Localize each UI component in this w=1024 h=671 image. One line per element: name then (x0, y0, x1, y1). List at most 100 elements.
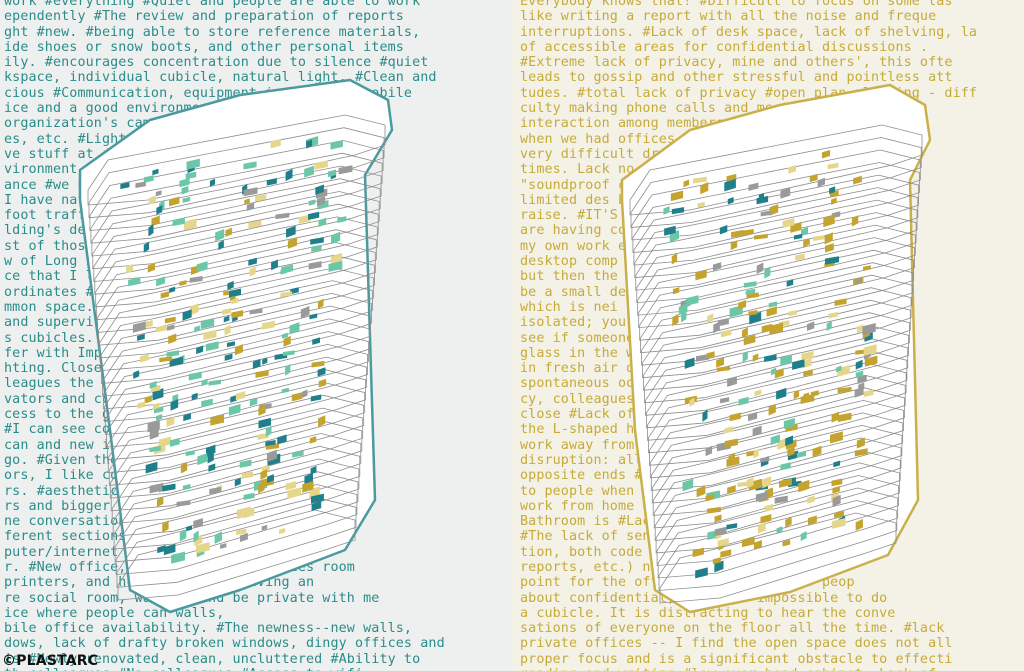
workstation-mark (231, 310, 244, 319)
workstation-mark (856, 437, 865, 449)
workstation-mark (714, 560, 724, 573)
workstation-mark (149, 381, 157, 389)
workstation-mark (215, 228, 225, 242)
workstation-mark (164, 316, 176, 324)
workstation-mark (137, 333, 145, 341)
workstation-mark (788, 165, 797, 174)
workstation-mark (207, 452, 214, 464)
workstation-mark (236, 528, 247, 536)
workstation-mark (255, 194, 267, 202)
workstation-mark (181, 185, 189, 195)
workstation-mark (748, 310, 758, 316)
workstation-mark (317, 298, 324, 309)
workstation-mark (126, 263, 134, 274)
workstation-mark (252, 358, 261, 370)
workstation-mark (693, 176, 707, 184)
workstation-mark (714, 514, 722, 523)
workstation-mark (203, 329, 217, 341)
workstation-mark (664, 225, 676, 236)
workstation-mark (271, 259, 278, 271)
workstation-mark (754, 389, 762, 397)
workstation-mark (229, 288, 242, 298)
workstation-mark (696, 485, 706, 498)
workstation-mark (314, 160, 328, 170)
workstation-mark (855, 277, 863, 284)
workstation-mark (862, 323, 876, 336)
workstation-mark (133, 370, 140, 379)
floor-plate-outline (642, 287, 912, 379)
workstation-mark (724, 178, 736, 192)
workstation-mark (304, 165, 314, 178)
right-line: like writing a report with all the noise… (520, 9, 937, 25)
workstation-mark (864, 355, 878, 367)
workstation-mark (683, 179, 690, 188)
floor-plate-outline (91, 165, 382, 257)
workstation-mark (743, 334, 756, 346)
workstation-mark (169, 196, 180, 207)
workstation-mark (752, 353, 759, 362)
workstation-mark (208, 463, 216, 472)
right-line: a cubicle. It is distracting to hear the… (520, 605, 896, 621)
left-line: is #Newly renovated, clean, uncluttered … (4, 651, 421, 667)
workstation-mark (802, 358, 812, 369)
left-line: th colleagues #No colleagues #Access to … (4, 667, 512, 671)
workstation-mark (156, 276, 166, 287)
workstation-mark (779, 478, 792, 488)
workstation-mark (851, 215, 859, 227)
workstation-mark (863, 344, 877, 356)
workstation-mark (266, 449, 277, 463)
workstation-mark (857, 374, 867, 384)
workstation-mark (300, 305, 310, 319)
workstation-mark (785, 516, 792, 528)
left-building-diagram (78, 78, 394, 614)
workstation-mark (306, 139, 313, 149)
workstation-mark (686, 358, 694, 365)
workstation-mark (283, 350, 295, 357)
workstation-mark (172, 217, 185, 227)
workstation-mark (249, 266, 256, 277)
workstation-mark (225, 227, 232, 238)
floor-plate-outline (87, 114, 386, 206)
right-line: reading and writing #low over-head cabin… (520, 667, 1024, 671)
workstation-mark (135, 181, 146, 188)
workstation-mark (729, 412, 741, 422)
workstation-mark (770, 434, 780, 446)
workstation-mark (223, 315, 230, 323)
workstation-mark (689, 397, 695, 407)
workstation-mark (243, 507, 255, 519)
floor-plate-outline (629, 124, 923, 216)
workstation-mark (205, 444, 216, 457)
workstation-mark (705, 445, 713, 457)
workstation-mark (285, 363, 291, 376)
workstation-mark (774, 368, 784, 379)
left-line: re social room, walk in and be private w… (4, 590, 380, 606)
workstation-mark (760, 456, 770, 463)
floor-plate-outline (643, 299, 911, 391)
workstation-mark (201, 378, 208, 387)
right-building-diagram (620, 83, 932, 614)
workstation-mark (289, 322, 300, 335)
workstation-mark (758, 193, 765, 200)
workstation-mark (152, 402, 160, 410)
workstation-mark (317, 367, 326, 377)
workstation-mark (194, 325, 200, 333)
workstation-mark (209, 486, 222, 495)
workstation-mark (714, 526, 727, 537)
workstation-mark (741, 327, 748, 339)
workstation-mark (803, 238, 810, 248)
workstation-mark (311, 501, 322, 511)
workstation-mark (800, 531, 807, 541)
workstation-mark (318, 415, 326, 428)
floor-plate-outline (104, 331, 369, 423)
left-line: work #everything #Quiet and people are a… (4, 0, 421, 9)
workstation-mark (149, 446, 161, 453)
workstation-mark (163, 543, 176, 556)
workstation-mark (318, 217, 327, 227)
right-line: leads to gossip and other stressful and … (520, 70, 953, 86)
workstation-mark (197, 453, 208, 466)
workstation-mark (311, 360, 325, 368)
floor-plate-outline (648, 362, 907, 454)
workstation-mark (832, 518, 846, 529)
floor-plate-outline (116, 496, 357, 588)
